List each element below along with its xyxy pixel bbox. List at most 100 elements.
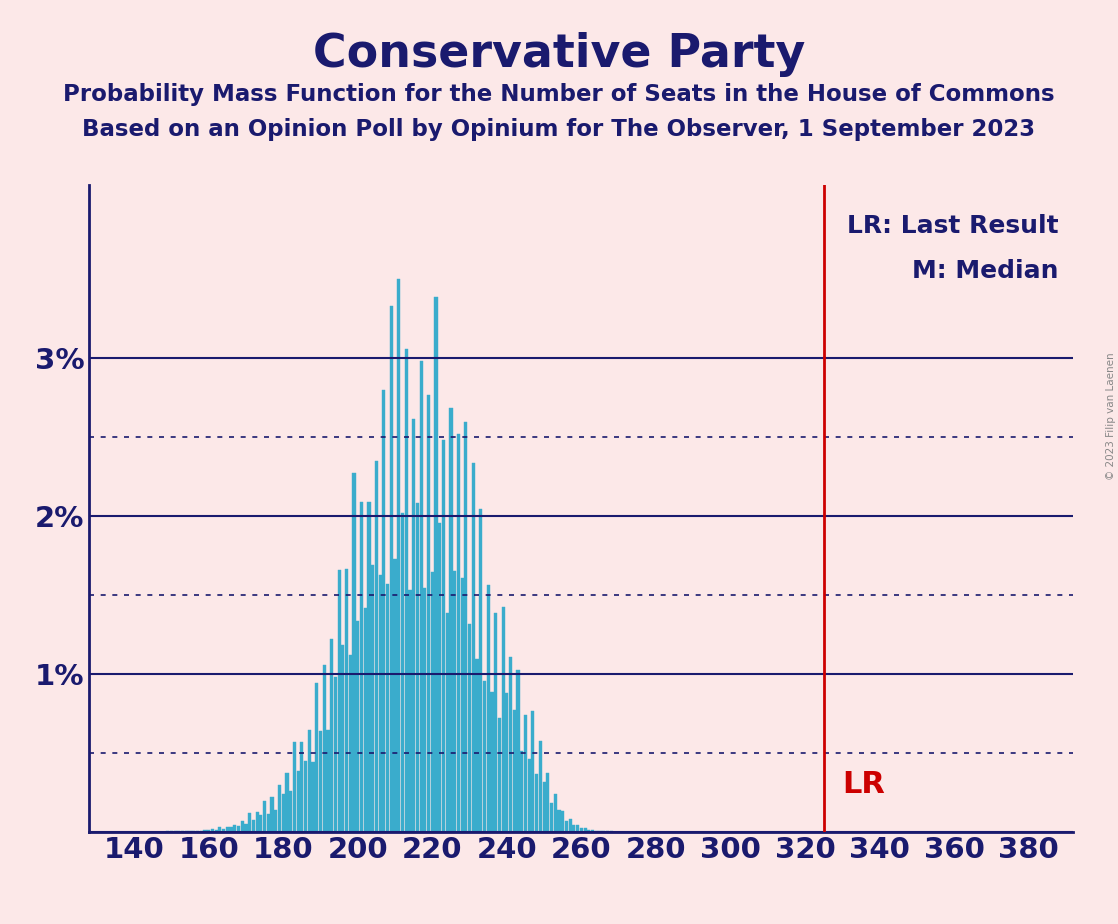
Bar xyxy=(561,811,565,832)
Bar xyxy=(397,279,400,832)
Bar xyxy=(531,711,534,832)
Text: LR: Last Result: LR: Last Result xyxy=(847,213,1059,237)
Bar xyxy=(371,565,375,832)
Bar xyxy=(368,502,370,832)
Bar xyxy=(427,395,430,832)
Bar xyxy=(539,741,542,832)
Bar xyxy=(256,812,258,832)
Bar xyxy=(498,719,501,832)
Bar xyxy=(453,571,456,832)
Bar xyxy=(505,693,509,832)
Bar xyxy=(494,613,498,832)
Bar xyxy=(401,513,404,832)
Bar xyxy=(502,607,504,832)
Text: LR: LR xyxy=(842,770,885,798)
Bar xyxy=(457,434,459,832)
Bar xyxy=(330,639,333,832)
Bar xyxy=(211,829,214,832)
Bar xyxy=(587,831,590,832)
Bar xyxy=(416,504,419,832)
Bar xyxy=(390,306,392,832)
Bar xyxy=(542,782,546,832)
Bar xyxy=(565,821,568,832)
Bar xyxy=(520,751,523,832)
Bar xyxy=(424,589,426,832)
Bar xyxy=(419,361,423,832)
Bar xyxy=(323,665,325,832)
Bar xyxy=(307,730,311,832)
Bar xyxy=(513,710,515,832)
Bar xyxy=(446,613,448,832)
Bar xyxy=(528,759,531,832)
Bar xyxy=(408,590,411,832)
Bar xyxy=(334,677,337,832)
Bar xyxy=(468,625,471,832)
Bar xyxy=(274,809,277,832)
Bar xyxy=(464,422,467,832)
Bar xyxy=(475,659,479,832)
Bar xyxy=(341,646,344,832)
Bar xyxy=(319,731,322,832)
Bar xyxy=(278,784,281,832)
Bar xyxy=(338,570,341,832)
Bar xyxy=(360,502,363,832)
Bar xyxy=(296,771,300,832)
Bar xyxy=(394,559,397,832)
Bar xyxy=(382,390,386,832)
Bar xyxy=(282,794,285,832)
Bar xyxy=(229,827,233,832)
Bar xyxy=(580,828,582,832)
Bar xyxy=(203,830,207,832)
Bar xyxy=(290,791,292,832)
Bar xyxy=(584,829,587,832)
Bar xyxy=(271,797,274,832)
Bar xyxy=(435,297,437,832)
Bar xyxy=(218,827,221,832)
Bar xyxy=(315,684,319,832)
Bar xyxy=(357,621,359,832)
Bar xyxy=(572,825,576,832)
Bar xyxy=(226,827,229,832)
Bar xyxy=(240,821,244,832)
Bar xyxy=(237,826,240,832)
Bar xyxy=(263,800,266,832)
Bar xyxy=(536,773,538,832)
Bar xyxy=(259,815,263,832)
Text: Conservative Party: Conservative Party xyxy=(313,32,805,78)
Bar xyxy=(222,829,225,832)
Bar xyxy=(285,772,288,832)
Bar xyxy=(480,509,482,832)
Bar xyxy=(196,831,199,832)
Bar xyxy=(375,461,378,832)
Text: Based on an Opinion Poll by Opinium for The Observer, 1 September 2023: Based on an Opinion Poll by Opinium for … xyxy=(83,118,1035,141)
Bar xyxy=(509,657,512,832)
Bar xyxy=(517,670,520,832)
Bar xyxy=(234,824,236,832)
Bar xyxy=(379,575,381,832)
Bar xyxy=(472,463,475,832)
Bar xyxy=(438,523,442,832)
Bar xyxy=(207,831,210,832)
Bar xyxy=(486,586,490,832)
Bar xyxy=(576,824,579,832)
Bar xyxy=(252,820,255,832)
Bar xyxy=(301,742,303,832)
Bar xyxy=(386,584,389,832)
Bar xyxy=(558,809,560,832)
Bar xyxy=(461,578,464,832)
Text: M: Median: M: Median xyxy=(912,259,1059,283)
Bar xyxy=(345,569,348,832)
Bar xyxy=(524,715,527,832)
Bar xyxy=(363,608,367,832)
Bar xyxy=(267,814,269,832)
Bar xyxy=(326,730,330,832)
Bar xyxy=(449,407,453,832)
Bar xyxy=(304,761,307,832)
Bar xyxy=(245,824,247,832)
Bar xyxy=(293,742,296,832)
Bar xyxy=(430,572,434,832)
Bar xyxy=(413,419,415,832)
Bar xyxy=(442,440,445,832)
Bar xyxy=(352,473,356,832)
Bar xyxy=(553,794,557,832)
